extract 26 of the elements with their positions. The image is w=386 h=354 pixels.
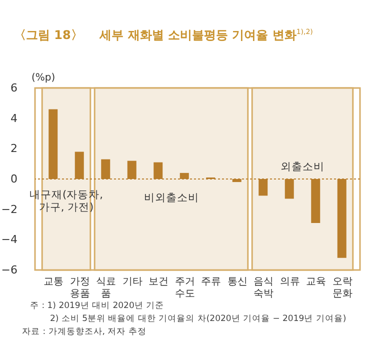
- chart-title: 〈그림 18〉 세부 재화별 소비불평등 기여율 변화$^{1),2)}$: [14, 27, 313, 44]
- y-axis-title: (%p): [32, 72, 56, 84]
- x-tick-label: 음식숙박: [254, 276, 274, 300]
- x-tick-label: 교통: [44, 276, 64, 288]
- text: 자료 : 가계동향조사, 저자 추정: [22, 326, 148, 339]
- x-tick-label: 보건: [148, 276, 169, 288]
- text: 주 : 1) 2019년 대비 2020년 기준: [30, 300, 166, 313]
- x-tick-label: 통신: [227, 276, 248, 288]
- x-tick-label: 의류: [280, 276, 300, 288]
- y-tick-label: −2: [1, 202, 18, 216]
- x-tick-label: 주거수도: [174, 276, 195, 300]
- y-tick-label: −6: [1, 264, 18, 276]
- text: 2) 소비 5분위 배율에 대한 기여율의 차(2020년 기여율 − 2019년 기여율): [49, 313, 346, 326]
- x-tick-label: 가정용품: [70, 276, 90, 300]
- y-tick-label: 2: [10, 142, 18, 156]
- y-tick-label: 4: [10, 112, 18, 125]
- band-label: 비외출소비: [144, 192, 199, 204]
- x-tick-label: 주류: [201, 276, 222, 288]
- x-tick-label: 오락문화: [332, 276, 352, 300]
- y-tick-label: −4: [1, 233, 18, 246]
- band-label: 외출소비: [280, 161, 324, 173]
- y-tick-label: 0: [10, 172, 18, 186]
- x-tick-label: 식료품: [96, 276, 116, 300]
- x-tick-label: 교육: [306, 276, 326, 288]
- y-tick-label: 6: [10, 82, 18, 94]
- x-tick-label: 기타: [122, 276, 142, 288]
